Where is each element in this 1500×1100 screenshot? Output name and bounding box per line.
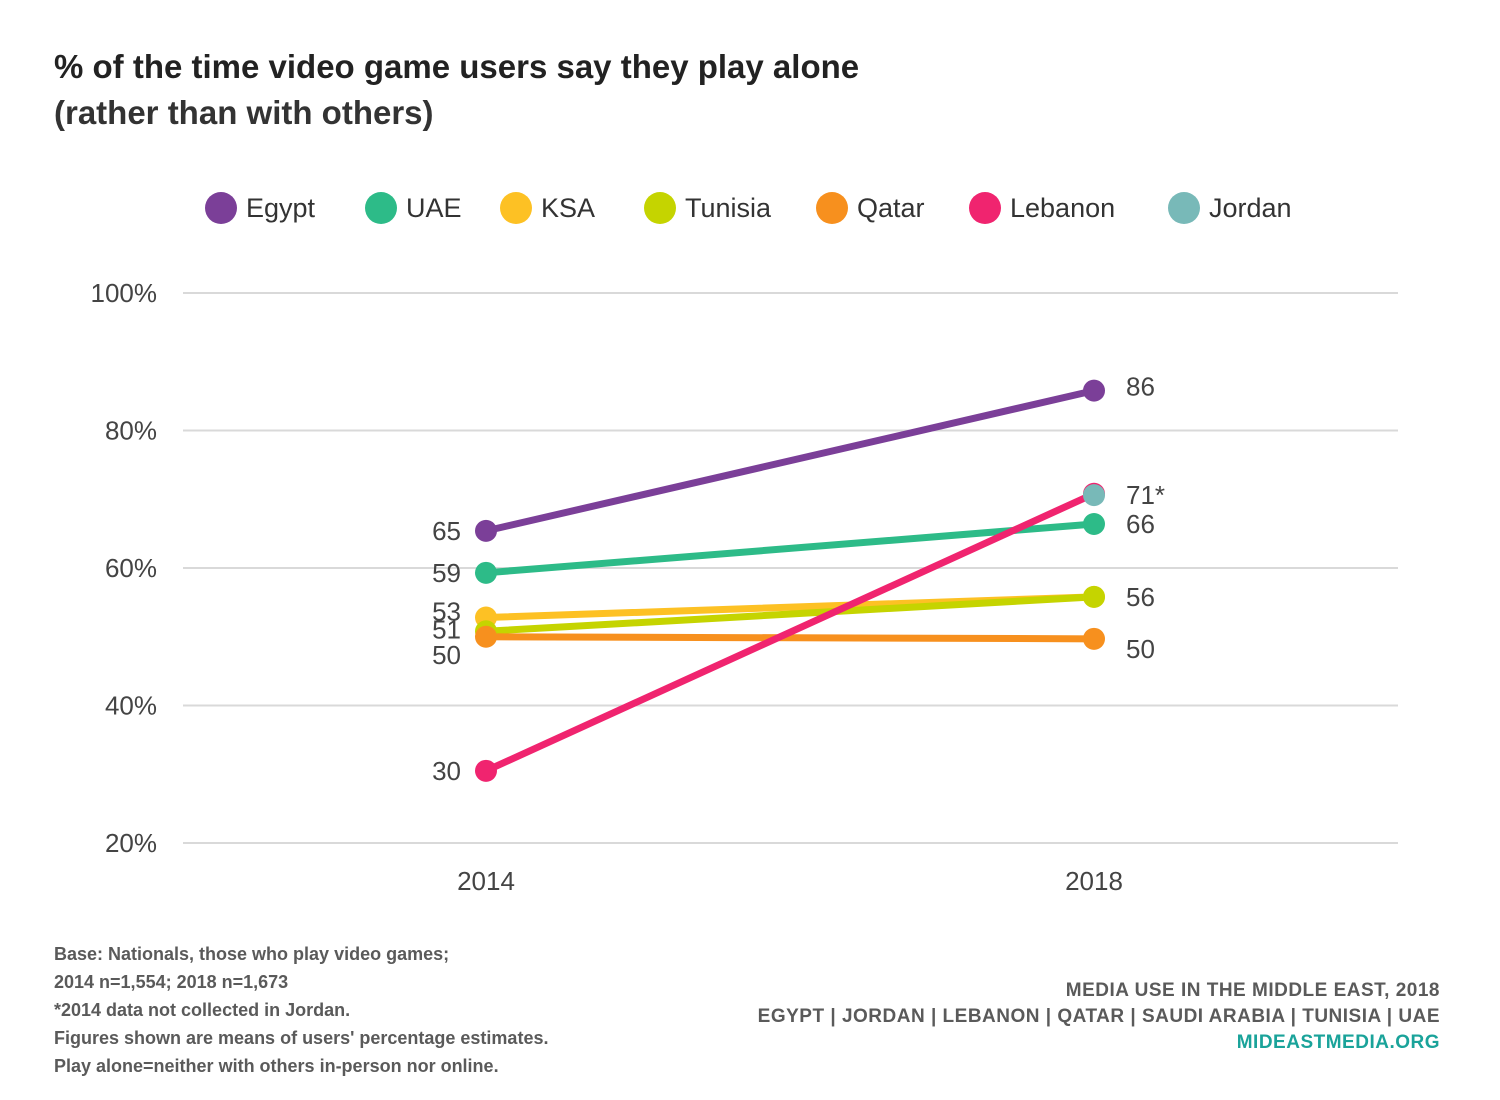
y-tick-label: 20% xyxy=(105,828,157,858)
y-tick-label: 40% xyxy=(105,691,157,721)
line-chart: Egypt UAE KSA Tunisia Qatar Lebanon Jordan 20%… xyxy=(91,192,1398,896)
legend-label: Jordan xyxy=(1209,193,1292,223)
data-point xyxy=(475,519,497,542)
data-label: 50 xyxy=(432,640,461,670)
data-label: 59 xyxy=(432,558,461,588)
series-points xyxy=(475,379,1105,782)
footnote-line: Base: Nationals, those who play video ga… xyxy=(54,944,450,964)
legend-marker xyxy=(205,192,237,224)
data-label: 66 xyxy=(1126,509,1155,539)
footnote-line: Figures shown are means of users' percen… xyxy=(54,1028,549,1048)
chart-title: % of the time video game users say they … xyxy=(54,48,860,85)
legend-marker xyxy=(365,192,397,224)
data-label: 71* xyxy=(1126,480,1165,510)
legend-marker xyxy=(644,192,676,224)
y-tick-label: 80% xyxy=(105,416,157,446)
source-countries: EGYPT | JORDAN | LEBANON | QATAR | SAUDI… xyxy=(757,1006,1440,1027)
y-tick-label: 100% xyxy=(91,278,158,308)
y-tick-label: 60% xyxy=(105,553,157,583)
legend-item: Egypt xyxy=(205,192,316,224)
legend-label: Lebanon xyxy=(1010,193,1115,223)
footnote-line: 2014 n=1,554; 2018 n=1,673 xyxy=(54,972,289,992)
series-line xyxy=(482,593,1098,635)
series-line xyxy=(482,387,1098,535)
legend-item: UAE xyxy=(365,192,462,224)
series-line xyxy=(482,633,1098,643)
data-point xyxy=(1083,513,1105,535)
source-title: MEDIA USE IN THE MIDDLE EAST, 2018 xyxy=(1065,980,1440,1001)
footnote-line: Play alone=neither with others in-person… xyxy=(54,1056,499,1076)
footnote-line: *2014 data not collected in Jordan. xyxy=(54,1000,351,1020)
legend-marker xyxy=(816,192,848,224)
series-lines xyxy=(482,387,1098,775)
source-credit: MEDIA USE IN THE MIDDLE EAST, 2018 EGYPT… xyxy=(758,978,1440,1056)
legend-item: Jordan xyxy=(1168,192,1292,224)
legend-label: Egypt xyxy=(246,193,316,223)
data-label: 50 xyxy=(1126,634,1155,664)
source-site-link[interactable]: MIDEASTMEDIA.ORG xyxy=(1236,1032,1440,1053)
legend-item: Qatar xyxy=(816,192,925,224)
series-line xyxy=(482,520,1098,577)
x-axis: 2014 2018 xyxy=(457,866,1123,896)
data-label: 53 xyxy=(432,597,461,627)
legend-marker xyxy=(969,192,1001,224)
legend-item: Lebanon xyxy=(969,192,1115,224)
footnotes: Base: Nationals, those who play video ga… xyxy=(54,940,548,1080)
y-axis: 20% 40% 60% 80% 100% xyxy=(91,278,158,858)
legend-item: KSA xyxy=(500,192,595,224)
x-tick-label: 2018 xyxy=(1065,866,1123,896)
legend-label: KSA xyxy=(541,193,595,223)
data-point xyxy=(475,561,497,584)
grid-lines xyxy=(183,292,1398,844)
legend-marker xyxy=(500,192,532,224)
data-point xyxy=(475,625,497,648)
chart-subtitle: (rather than with others) xyxy=(54,94,434,131)
legend-label: Tunisia xyxy=(685,193,772,223)
data-point xyxy=(1083,585,1105,608)
data-label: 56 xyxy=(1126,582,1155,612)
chart-legend: Egypt UAE KSA Tunisia Qatar Lebanon Jordan xyxy=(205,192,1292,224)
series-line xyxy=(482,490,1098,775)
data-point xyxy=(1083,379,1105,402)
data-label: 86 xyxy=(1126,372,1155,402)
legend-label: UAE xyxy=(406,193,462,223)
data-label: 51 xyxy=(432,614,461,644)
data-label: 30 xyxy=(432,756,461,786)
legend-item: Tunisia xyxy=(644,192,772,224)
data-label: 65 xyxy=(432,516,461,546)
x-tick-label: 2014 xyxy=(457,866,515,896)
data-point xyxy=(1083,484,1105,507)
data-point xyxy=(1083,627,1105,650)
legend-marker xyxy=(1168,192,1200,224)
legend-label: Qatar xyxy=(857,193,925,223)
data-point xyxy=(475,759,497,782)
